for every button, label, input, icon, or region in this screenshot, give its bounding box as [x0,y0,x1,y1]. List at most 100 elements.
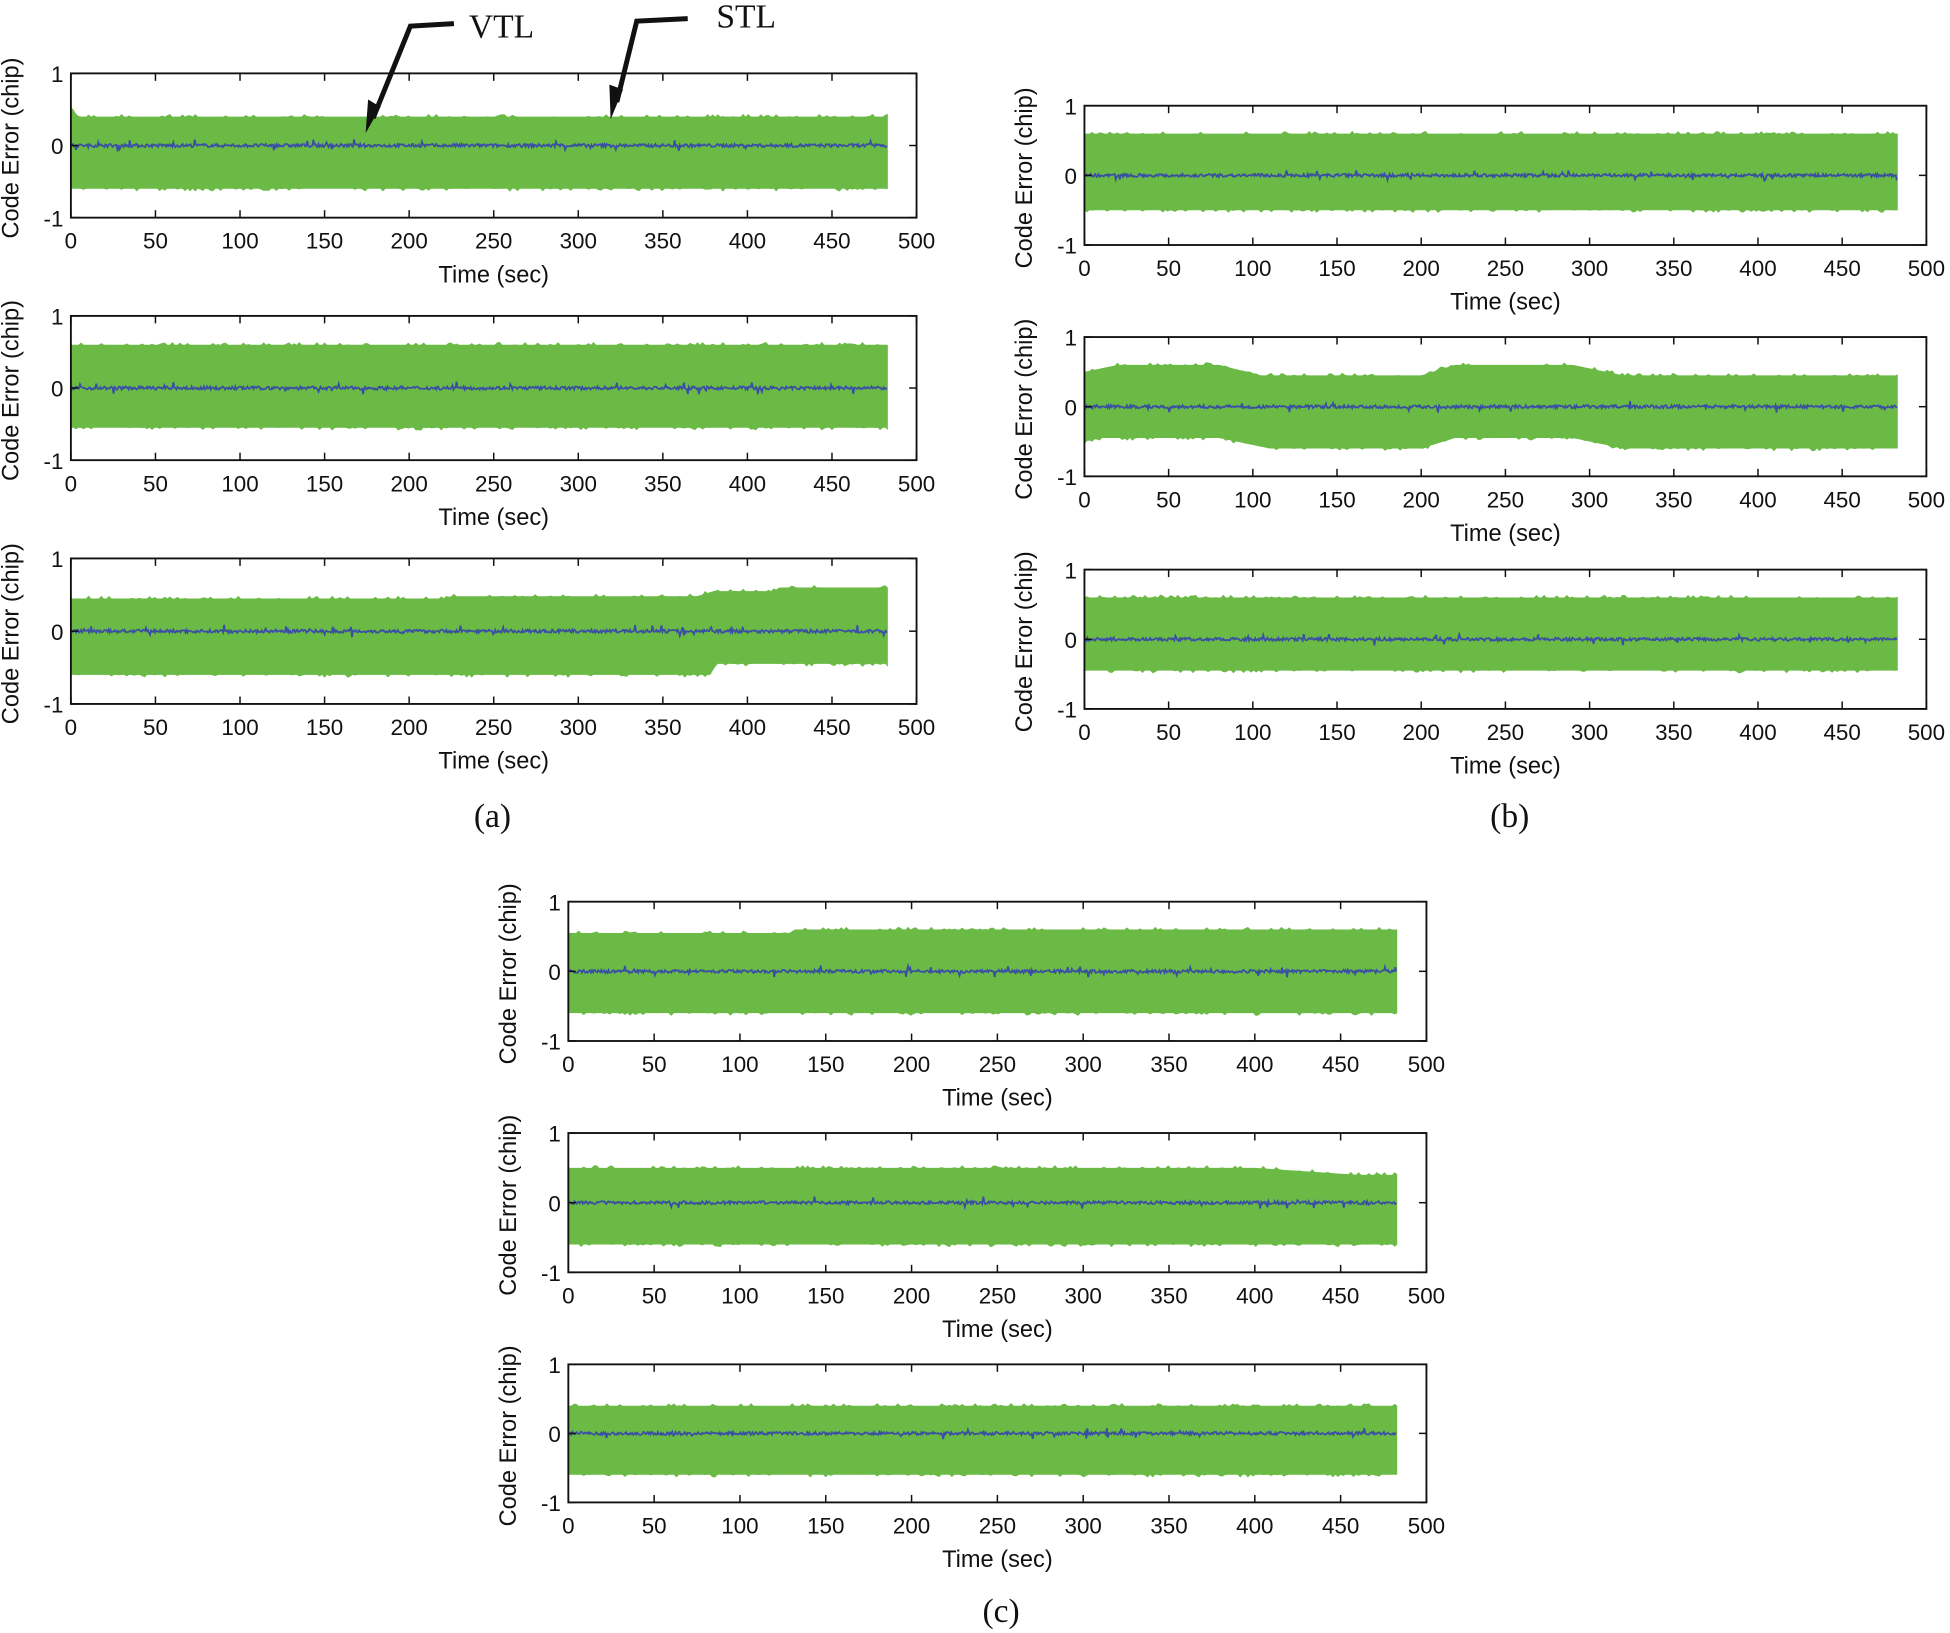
x-tick-label: 50 [642,1283,667,1308]
y-axis-label: Code Error (chip) [496,1345,522,1526]
y-tick-label: 1 [51,547,63,572]
y-tick-label: -1 [541,1491,561,1516]
x-tick-label: 250 [979,1052,1016,1077]
x-axis-label: Time (sec) [1450,754,1561,780]
y-tick-label: 1 [548,1122,560,1147]
x-tick-label: 300 [560,715,597,740]
x-tick-label: 0 [65,229,77,254]
x-tick-label: 400 [1739,720,1776,745]
x-tick-label: 0 [562,1283,574,1308]
vtl-label: VTL [469,8,534,45]
stl-annotation: STL [609,0,776,120]
x-tick-label: 250 [1487,487,1524,512]
x-tick-label: 350 [644,229,681,254]
x-tick-label: 450 [813,471,850,496]
x-tick-label: 150 [1318,487,1355,512]
x-tick-label: 0 [1078,256,1090,281]
x-tick-label: 450 [1322,1052,1359,1077]
x-tick-label: 400 [729,229,766,254]
x-tick-label: 500 [1908,720,1945,745]
y-tick-label: 0 [1065,164,1077,189]
x-tick-label: 150 [807,1052,844,1077]
x-tick-label: 200 [893,1283,930,1308]
stl-arrowhead [609,84,624,120]
x-tick-label: 250 [475,715,512,740]
x-tick-label: 350 [644,471,681,496]
x-tick-label: 100 [721,1283,758,1308]
x-tick-label: 250 [1487,720,1524,745]
y-tick-label: -1 [541,1261,561,1286]
x-tick-label: 400 [1739,487,1776,512]
x-tick-label: 150 [306,715,343,740]
x-tick-label: 500 [1908,487,1945,512]
vtl-series-line [1083,168,1898,184]
x-tick-label: 450 [813,229,850,254]
x-tick-label: 400 [729,715,766,740]
x-axis-label: Time (sec) [942,1547,1053,1573]
x-tick-label: 350 [1655,487,1692,512]
y-tick-label: -1 [1057,698,1077,723]
y-axis-label: Code Error (chip) [496,883,522,1064]
x-axis-label: Time (sec) [1450,290,1561,316]
x-tick-label: 200 [1403,720,1440,745]
x-tick-label: 50 [642,1052,667,1077]
x-tick-label: 450 [1824,720,1861,745]
vtl-series-line [568,962,1398,979]
panel-label-b: (b) [1490,798,1529,835]
x-tick-label: 250 [979,1514,1016,1539]
vtl-series-line [70,380,888,395]
x-tick-label: 100 [1234,487,1271,512]
y-axis-label: Code Error (chip) [1012,551,1038,732]
x-tick-label: 450 [1824,487,1861,512]
y-axis-label: Code Error (chip) [1012,319,1038,500]
y-tick-label: 0 [1065,395,1077,420]
x-tick-label: 450 [1824,256,1861,281]
y-tick-label: -1 [1057,465,1077,490]
y-axis-label: Code Error (chip) [1012,87,1038,268]
stl-arrow [614,16,688,103]
y-tick-label: 0 [548,1191,560,1216]
x-tick-label: 300 [560,229,597,254]
x-tick-label: 50 [642,1514,667,1539]
x-tick-label: 300 [1065,1283,1102,1308]
stl-series-area [568,1403,1398,1478]
x-tick-label: 500 [1408,1514,1445,1539]
y-tick-label: 1 [51,305,63,330]
x-tick-label: 350 [644,715,681,740]
x-tick-label: 500 [898,715,935,740]
y-tick-label: 1 [548,890,560,915]
x-tick-label: 0 [1078,487,1090,512]
x-tick-label: 200 [390,471,427,496]
y-tick-label: 0 [51,377,63,402]
y-tick-label: 0 [51,620,63,645]
x-tick-label: 0 [65,471,77,496]
x-tick-label: 300 [1571,720,1608,745]
x-axis-label: Time (sec) [942,1317,1053,1343]
x-tick-label: 400 [1236,1052,1273,1077]
y-tick-label: 0 [548,1422,560,1447]
y-tick-label: 0 [548,960,560,985]
x-tick-label: 350 [1150,1514,1187,1539]
x-tick-label: 500 [1908,256,1945,281]
x-tick-label: 100 [221,229,258,254]
x-tick-label: 50 [1156,720,1181,745]
y-tick-label: -1 [1057,234,1077,259]
x-axis-label: Time (sec) [1450,521,1561,547]
vtl-series-line [70,137,888,153]
x-tick-label: 350 [1150,1283,1187,1308]
panel-label-c: (c) [982,1593,1019,1630]
x-tick-label: 150 [807,1514,844,1539]
x-tick-label: 400 [1236,1514,1273,1539]
vtl-series-line [567,1426,1397,1440]
x-tick-label: 200 [390,715,427,740]
vtl-series-line [567,1196,1397,1211]
y-tick-label: 1 [1065,326,1077,351]
x-tick-label: 250 [475,471,512,496]
